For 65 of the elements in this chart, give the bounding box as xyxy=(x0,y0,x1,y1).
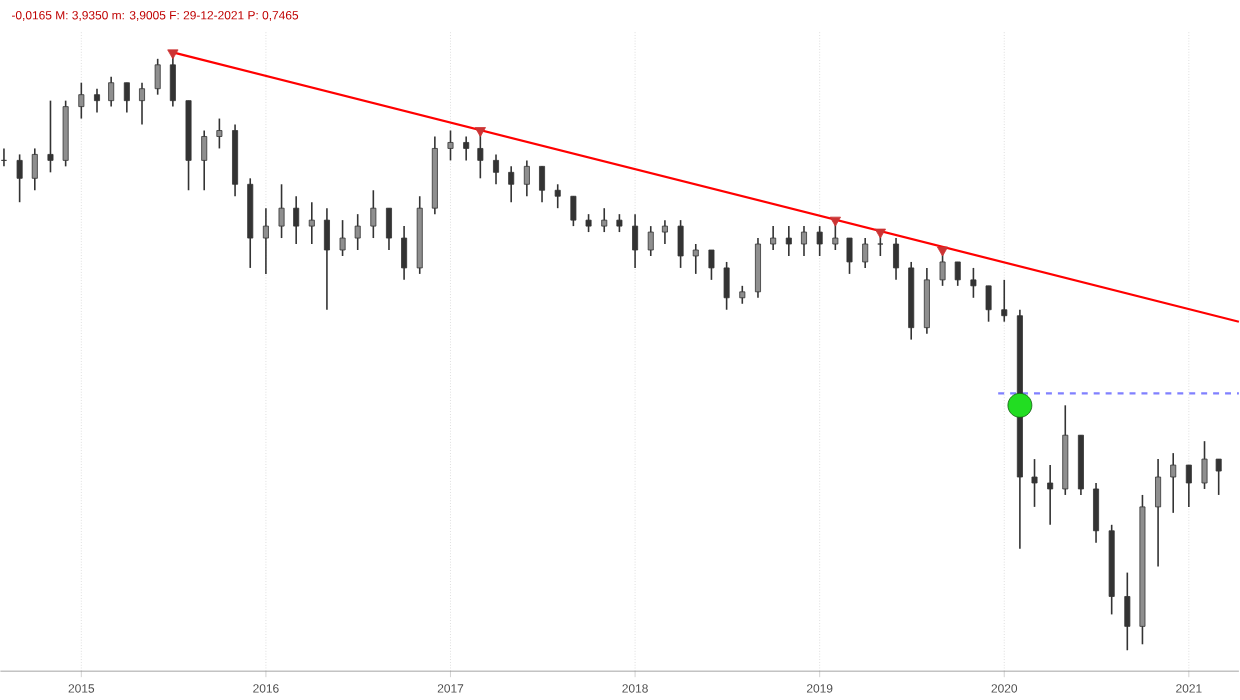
candlestick xyxy=(1170,452,1177,514)
candlestick xyxy=(954,261,961,287)
candlestick xyxy=(601,207,608,234)
candlestick xyxy=(370,189,377,240)
candlestick xyxy=(985,285,992,323)
candlestick xyxy=(923,267,930,335)
candlestick xyxy=(893,237,900,282)
point xyxy=(829,217,841,227)
candlestick xyxy=(108,76,115,108)
candlestick xyxy=(846,237,853,276)
candlestick xyxy=(447,130,454,162)
candlestick xyxy=(47,100,54,174)
candlestick xyxy=(770,225,777,252)
candlestick xyxy=(216,118,223,150)
point xyxy=(474,127,486,138)
point xyxy=(167,49,179,60)
candlestick xyxy=(154,58,161,96)
candlestick xyxy=(816,225,823,258)
candlestick xyxy=(539,165,546,204)
candlestick xyxy=(1201,440,1208,491)
candlestick xyxy=(1093,482,1100,544)
candlestick xyxy=(201,130,208,192)
candlestick xyxy=(632,213,639,270)
candlestick xyxy=(354,213,361,252)
candlestick xyxy=(262,207,269,276)
candlestick xyxy=(692,243,699,276)
candlestick xyxy=(862,237,869,270)
point xyxy=(936,246,949,257)
candlestick xyxy=(78,82,85,120)
candlestick xyxy=(1031,458,1038,509)
candlestick xyxy=(754,237,761,299)
candlestick xyxy=(708,249,715,282)
candlestick xyxy=(493,153,499,186)
candlestick xyxy=(31,147,38,192)
point xyxy=(874,229,886,239)
candlestick xyxy=(647,225,654,258)
candlestick xyxy=(463,136,470,162)
candlestick xyxy=(1001,279,1008,323)
candlestick xyxy=(570,195,577,228)
candlestick xyxy=(385,207,392,252)
candlestick xyxy=(401,225,408,282)
candlestick xyxy=(123,82,130,114)
candlestick xyxy=(278,183,285,240)
candlestick xyxy=(1155,458,1162,568)
candlestick xyxy=(1047,464,1054,526)
candlestick xyxy=(508,165,515,204)
candlestick xyxy=(323,207,330,311)
candlestick xyxy=(1124,572,1131,652)
candlestick xyxy=(970,267,977,299)
candlestick xyxy=(554,183,561,210)
candlestick xyxy=(801,225,807,258)
candlestick xyxy=(677,219,684,270)
candlestick xyxy=(1185,464,1192,509)
candlestick xyxy=(293,195,300,246)
point xyxy=(1007,393,1033,419)
candlestick xyxy=(308,201,315,246)
candlestick xyxy=(723,261,730,311)
candlestick xyxy=(1215,458,1222,497)
candlestick xyxy=(785,225,792,258)
candlestick xyxy=(139,82,145,126)
candlestick xyxy=(523,159,530,198)
candlestick xyxy=(661,219,668,246)
candlestick xyxy=(339,219,346,258)
candlestick xyxy=(16,153,23,204)
candlestick xyxy=(94,88,100,114)
